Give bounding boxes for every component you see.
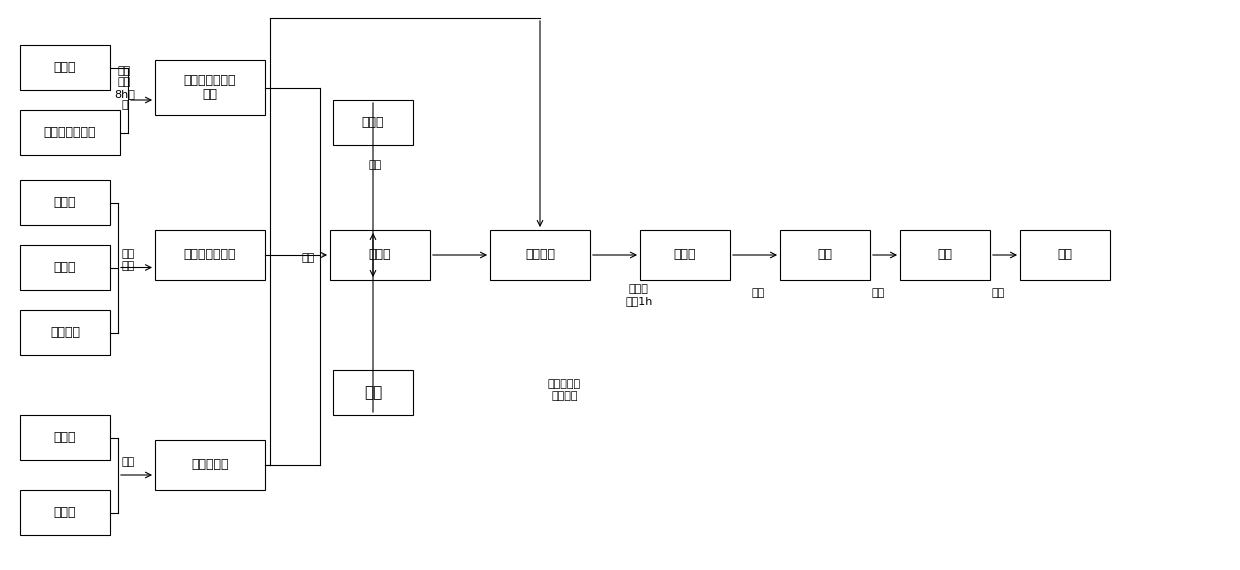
Bar (1021, 230, 1110, 280)
Bar (155, 60, 265, 115)
Text: 产物: 产物 (937, 249, 952, 262)
Text: 产物: 产物 (817, 249, 832, 262)
Text: 加入: 加入 (368, 160, 382, 170)
Text: 混合: 混合 (301, 253, 315, 263)
Bar (490, 230, 590, 280)
Text: 烘干: 烘干 (992, 288, 1004, 298)
Text: 羧甲基纤维素钠: 羧甲基纤维素钠 (43, 126, 97, 139)
Bar (20, 310, 110, 355)
Bar (155, 440, 265, 490)
Bar (20, 180, 110, 225)
Text: 稀硝酸: 稀硝酸 (362, 116, 384, 129)
Text: 水洗: 水洗 (751, 288, 765, 298)
Text: 晶种: 晶种 (363, 385, 382, 400)
Bar (20, 45, 110, 90)
Text: 斯蒂芬酸镁溶液: 斯蒂芬酸镁溶液 (184, 249, 237, 262)
Text: 加热
搅拌: 加热 搅拌 (122, 249, 135, 271)
Text: 乙酸钡: 乙酸钡 (53, 506, 76, 519)
Bar (20, 490, 110, 535)
Text: 乙酸钡溶液: 乙酸钡溶液 (191, 458, 228, 471)
Text: 反应液: 反应液 (673, 249, 696, 262)
Bar (20, 110, 120, 155)
Text: 搅拌
沉淀
8h以
上: 搅拌 沉淀 8h以 上 (114, 66, 135, 111)
Text: 混合液: 混合液 (368, 249, 392, 262)
Text: 蒸馏水: 蒸馏水 (53, 61, 76, 74)
Bar (334, 100, 413, 145)
Text: 羧甲基纤维素钠
溶液: 羧甲基纤维素钠 溶液 (184, 74, 237, 101)
Bar (155, 230, 265, 280)
Text: 氧化镁: 氧化镁 (53, 261, 76, 274)
Text: 蒸馏水: 蒸馏水 (53, 431, 76, 444)
Bar (900, 230, 990, 280)
Text: 抽滤: 抽滤 (872, 288, 885, 298)
Text: 以一定加料
速度滴加: 以一定加料 速度滴加 (548, 379, 582, 401)
Bar (640, 230, 730, 280)
Bar (334, 370, 413, 415)
Bar (330, 230, 430, 280)
Text: 蒸馏水: 蒸馏水 (53, 196, 76, 209)
Text: 搅拌加
料约1h: 搅拌加 料约1h (625, 284, 652, 306)
Bar (20, 245, 110, 290)
Bar (780, 230, 870, 280)
Text: 产物: 产物 (1058, 249, 1073, 262)
Text: 反应底液: 反应底液 (525, 249, 556, 262)
Bar (20, 415, 110, 460)
Text: 斯蒂芬酸: 斯蒂芬酸 (50, 326, 81, 339)
Text: 搅拌: 搅拌 (122, 457, 135, 467)
